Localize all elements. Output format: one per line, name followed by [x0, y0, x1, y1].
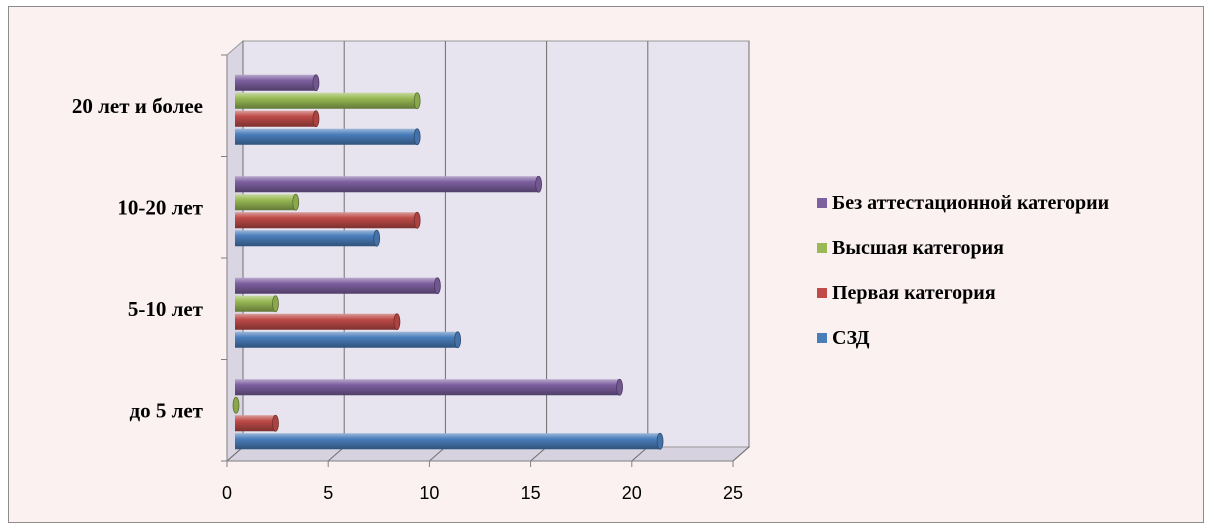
bar-первая-категория-20-лет-и-более: [235, 110, 320, 128]
gridline-floor-2: [429, 446, 446, 462]
gridline-floor-3: [530, 446, 547, 462]
bar-без-аттестационной-категории-20-лет-и-более: [235, 74, 320, 92]
bar-body-0-3: [235, 128, 418, 145]
bar-cap-2-2: [292, 193, 300, 211]
legend-item-szd: СЗД: [817, 326, 1109, 350]
bar-высшая-категория-до-5-лет: [232, 396, 240, 414]
legend-item-vysshaya: Высшая категория: [817, 236, 1109, 260]
bar-body-0-1: [235, 331, 458, 348]
legend-swatch-vysshaya: [817, 243, 827, 253]
bar-body-0-2: [235, 230, 377, 247]
legend-label-szd: СЗД: [832, 326, 870, 349]
bar-cap-1-1: [393, 313, 401, 331]
bar-без-аттестационной-категории-до-5-лет: [235, 378, 623, 396]
category-label-0: до 5 лет: [129, 398, 203, 422]
bar-первая-категория-10-20-лет: [235, 211, 421, 229]
bar-cap-3-2: [535, 175, 542, 193]
legend-label-bez-kategorii: Без аттестационной категории: [832, 191, 1110, 214]
bar-body-1-0: [235, 415, 276, 432]
bar-body-3-1: [235, 277, 438, 294]
x-tick-label-5: 25: [723, 483, 743, 503]
bar-body-2-1: [235, 295, 276, 312]
bar-cap-1-2: [413, 211, 421, 229]
bar-body-3-0: [235, 379, 620, 396]
legend-swatch-bez-kategorii: [817, 198, 827, 208]
legend-label-vysshaya: Высшая категория: [832, 236, 1004, 259]
bar-cap-0-0: [656, 432, 664, 450]
bar-cap-0-2: [373, 229, 381, 247]
x-tick-label-1: 5: [323, 483, 333, 503]
gridline-floor-5: [732, 446, 750, 462]
category-labels: до 5 лет 5-10 лет 10-20 лет 20 лет и более: [72, 94, 204, 423]
legend: Без аттестационной категории Высшая кате…: [817, 191, 1109, 371]
bar-body-2-2: [235, 194, 296, 211]
bar-первая-категория-до-5-лет: [235, 414, 279, 432]
bar-cap-2-3: [413, 92, 421, 110]
bar-сзд-до-5-лет: [235, 432, 664, 450]
bar-body-2-3: [235, 92, 418, 109]
legend-item-bez-kategorii: Без аттестационной категории: [817, 191, 1109, 215]
bar-cap-1-0: [272, 414, 279, 432]
category-label-3: 20 лет и более: [72, 94, 203, 118]
bar-сзд-5-10-лет: [235, 331, 462, 349]
x-tick-label-4: 20: [622, 483, 642, 503]
x-tick-label-0: 0: [222, 483, 232, 503]
legend-swatch-szd: [817, 333, 827, 343]
bar-body-3-2: [235, 176, 539, 193]
bar-сзд-20-лет-и-более: [235, 128, 421, 146]
category-label-1: 5-10 лет: [128, 297, 204, 321]
bars: [232, 74, 664, 450]
legend-swatch-pervaya: [817, 288, 827, 298]
bar-cap-2-0: [232, 396, 240, 414]
bar-body-3-3: [235, 74, 316, 91]
gridline-floor-0: [226, 446, 244, 462]
legend-label-pervaya: Первая категория: [832, 281, 996, 304]
bar-cap-2-1: [272, 295, 279, 313]
bar-высшая-категория-20-лет-и-более: [235, 92, 421, 110]
axes: [221, 54, 734, 467]
tick-labels: 0 5 10 15 20 25: [222, 483, 743, 503]
bar-cap-0-1: [454, 331, 462, 349]
bar-cap-1-3: [312, 110, 320, 128]
bar-body-1-3: [235, 110, 316, 127]
bar-без-аттестационной-категории-5-10-лет: [235, 277, 441, 295]
bar-cap-3-0: [616, 378, 623, 396]
gridline-floor-4: [631, 446, 649, 462]
bar-cap-0-3: [413, 128, 421, 146]
bar-cap-3-1: [433, 277, 441, 295]
bar-cap-3-3: [312, 74, 320, 92]
chart-frame: до 5 лет 5-10 лет 10-20 лет 20 лет и более …: [8, 6, 1204, 523]
category-label-2: 10-20 лет: [117, 195, 203, 219]
bar-первая-категория-5-10-лет: [235, 313, 401, 331]
legend-item-pervaya: Первая категория: [817, 281, 1109, 305]
bar-body-1-1: [235, 313, 397, 330]
bar-без-аттестационной-категории-10-20-лет: [235, 175, 542, 193]
bar-сзд-10-20-лет: [235, 229, 381, 247]
x-tick-label-3: 15: [521, 483, 541, 503]
gridline-floor-1: [327, 446, 345, 462]
bar-высшая-категория-10-20-лет: [235, 193, 300, 211]
bar-высшая-категория-5-10-лет: [235, 295, 279, 313]
bar-body-0-0: [235, 433, 661, 450]
x-tick-label-2: 10: [419, 483, 439, 503]
bar-body-1-2: [235, 212, 418, 229]
